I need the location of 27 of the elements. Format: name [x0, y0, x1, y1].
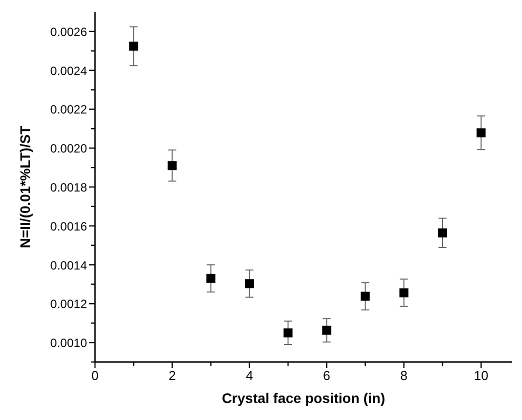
x-tick-label: 0: [91, 368, 99, 383]
point: [476, 128, 486, 138]
x-axis-title: Crystal face position (in): [222, 390, 386, 406]
y-tick-label: 0.0022: [50, 102, 88, 117]
point: [438, 228, 447, 238]
x-tick-label: 4: [246, 368, 254, 383]
y-tick-label: 0.0018: [50, 180, 88, 194]
x-tick-label: 6: [323, 368, 330, 383]
y-tick-label: 0.0010: [50, 336, 88, 350]
point: [129, 42, 138, 51]
x-tick-label: 10: [474, 368, 488, 383]
y-tick-label: 0.0014: [50, 258, 88, 272]
point: [360, 292, 370, 301]
y-tick-label: 0.0016: [50, 219, 88, 234]
point: [168, 161, 177, 170]
x-tick-label: 2: [168, 368, 176, 383]
y-tick-label: 0.0020: [50, 142, 88, 156]
x-tick-label: 8: [400, 368, 408, 383]
y-tick-label: 0.0026: [50, 24, 88, 39]
point: [206, 274, 216, 283]
point: [244, 279, 254, 288]
y-axis-title: N=II/(0.01*%LT)/ST: [17, 125, 33, 248]
point: [399, 288, 408, 298]
point: [322, 326, 332, 335]
y-tick-label: 0.0012: [50, 297, 88, 312]
y-tick-label: 0.0024: [50, 64, 88, 78]
point: [284, 328, 293, 338]
